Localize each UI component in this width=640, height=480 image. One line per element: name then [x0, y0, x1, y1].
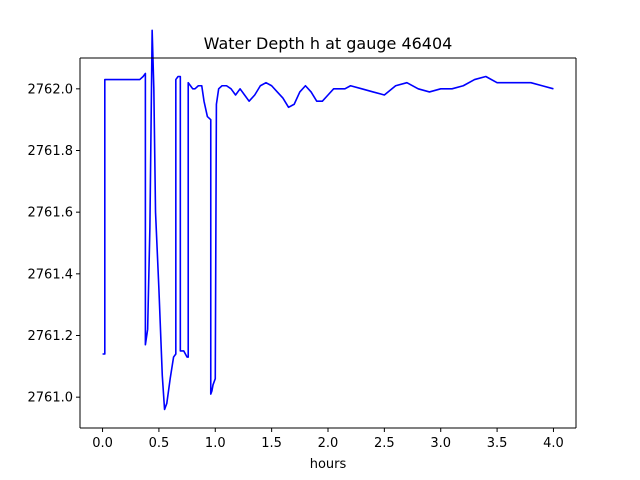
- x-tick-label: 0.5: [149, 436, 170, 451]
- series-line-0: [102, 29, 554, 411]
- x-tick-label: 1.0: [205, 436, 226, 451]
- series-layer: [102, 29, 554, 411]
- y-tick-label: 2761.6: [28, 206, 74, 221]
- x-tick-label: 0.0: [92, 436, 113, 451]
- y-axis: 2761.0 2761.2 2761.4 2761.6 2761.8 2762.0: [28, 82, 80, 406]
- y-tick-label: 2762.0: [28, 82, 74, 97]
- x-tick-label: 2.5: [374, 436, 395, 451]
- x-axis: 0.0 0.5 1.0 1.5 2.0 2.5 3.0 3.5 4.0: [92, 428, 564, 451]
- y-tick-label: 2761.2: [28, 329, 74, 344]
- x-tick-label: 3.0: [430, 436, 451, 451]
- x-tick-label: 4.0: [543, 436, 564, 451]
- x-axis-label: hours: [310, 457, 347, 472]
- y-tick-label: 2761.4: [28, 267, 74, 282]
- axes-frame: [79, 57, 577, 429]
- y-tick-label: 2761.0: [28, 391, 74, 406]
- chart-title: Water Depth h at gauge 46404: [204, 34, 453, 53]
- y-tick-label: 2761.8: [28, 144, 74, 159]
- x-tick-label: 3.5: [487, 436, 508, 451]
- x-tick-label: 1.5: [261, 436, 282, 451]
- x-tick-label: 2.0: [318, 436, 339, 451]
